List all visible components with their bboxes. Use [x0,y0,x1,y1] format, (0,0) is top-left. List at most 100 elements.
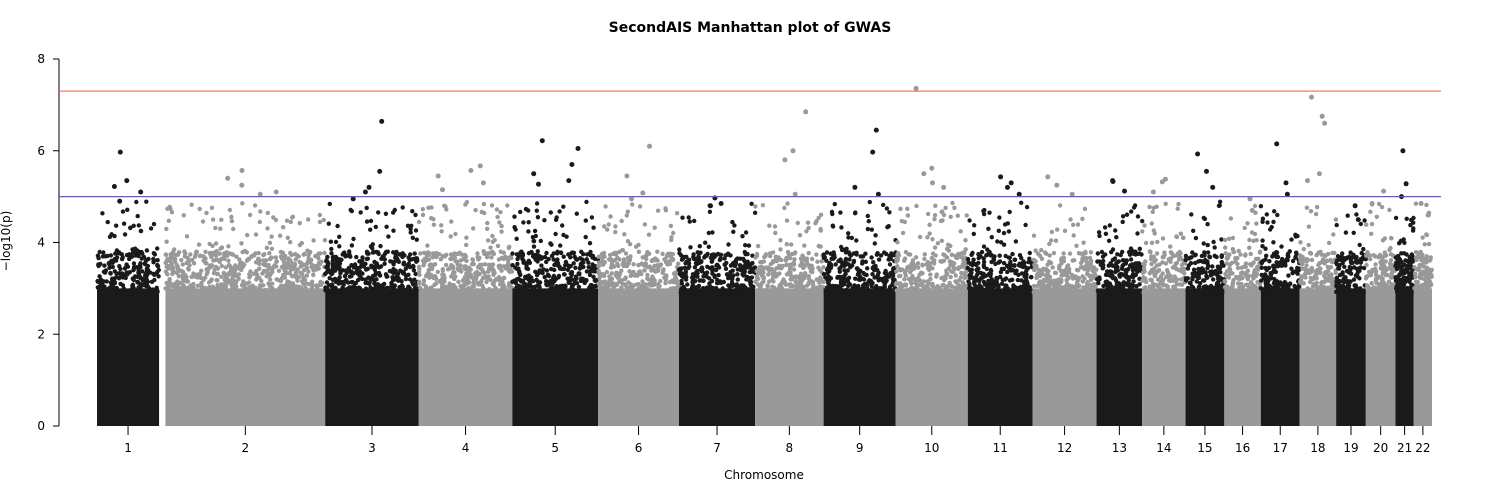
data-point [461,283,466,288]
data-point [490,239,496,244]
data-point [1114,267,1119,272]
data-point [1118,289,1123,295]
chromosome-4-points [416,163,515,426]
data-point [310,263,315,268]
data-point [731,260,736,265]
data-point [1122,258,1127,263]
data-point [986,226,991,231]
data-point [144,199,149,204]
data-point [614,282,620,287]
data-point [285,261,290,266]
data-point [571,261,576,266]
data-point [1326,265,1332,271]
data-point [489,203,495,208]
data-point [1348,271,1354,276]
data-point [1301,246,1307,252]
data-point [1104,269,1110,274]
data-point [558,250,564,255]
data-point [297,221,302,226]
data-point [1193,235,1199,241]
data-point [610,280,615,286]
data-point [967,281,972,287]
data-point [707,209,713,214]
data-point [843,256,849,262]
peak-point [477,163,483,169]
data-point [919,282,924,287]
y-tick-label: 4 [37,236,45,250]
data-point [288,219,293,225]
data-point [145,263,151,269]
data-point [712,274,717,280]
data-point [330,282,335,287]
data-point [1237,286,1243,291]
peak-point [1247,196,1253,202]
data-point [477,271,482,277]
data-point [652,225,657,230]
data-point [1364,262,1369,268]
data-point [490,250,495,256]
data-point [566,264,572,270]
data-point [530,278,536,284]
data-point [1084,256,1089,261]
data-point [1394,289,1400,295]
data-point [816,243,821,249]
data-point [481,201,487,207]
data-point [590,255,595,260]
data-point [1129,209,1134,214]
data-point [1036,270,1041,276]
data-point [895,257,900,262]
data-point [497,289,502,294]
data-point [1401,268,1407,273]
data-point [1046,268,1051,274]
data-point [749,201,754,206]
peak-point [647,143,652,149]
data-point [1016,263,1022,268]
data-point [378,243,383,249]
data-point [205,268,210,273]
chromosome-19-points [1334,203,1368,426]
data-point [1166,288,1172,293]
data-point [403,276,409,282]
data-point [193,289,198,294]
data-point [1270,254,1275,259]
data-point [1248,262,1253,267]
data-point [1351,277,1357,282]
data-point [1084,260,1090,265]
data-point [972,278,977,283]
data-point [723,266,729,271]
data-point [815,259,820,264]
data-point [1192,253,1198,258]
data-point [485,238,491,243]
data-point [294,253,300,258]
data-point [627,242,633,247]
data-point [604,270,610,275]
data-point [645,264,650,269]
data-point [280,250,285,255]
data-point [196,242,202,247]
data-point [227,264,233,269]
data-point [526,220,531,225]
data-point [373,224,378,230]
data-point [605,285,611,291]
data-point [1174,277,1180,282]
data-point [1083,249,1088,255]
data-point [320,280,325,285]
y-tick-label: 0 [37,419,45,433]
data-point [514,266,520,271]
data-point [962,250,967,255]
data-point [99,288,105,294]
data-point [555,257,560,262]
data-point [470,284,475,289]
data-point [615,289,621,294]
data-point [1380,256,1385,261]
data-point [866,290,872,295]
data-point [1041,266,1046,271]
data-point [349,243,355,248]
data-point [1053,238,1059,243]
data-point [185,260,190,265]
data-point [131,277,136,283]
data-point [184,234,190,239]
data-point [651,267,656,273]
data-point [144,276,149,281]
data-point [1131,205,1137,210]
